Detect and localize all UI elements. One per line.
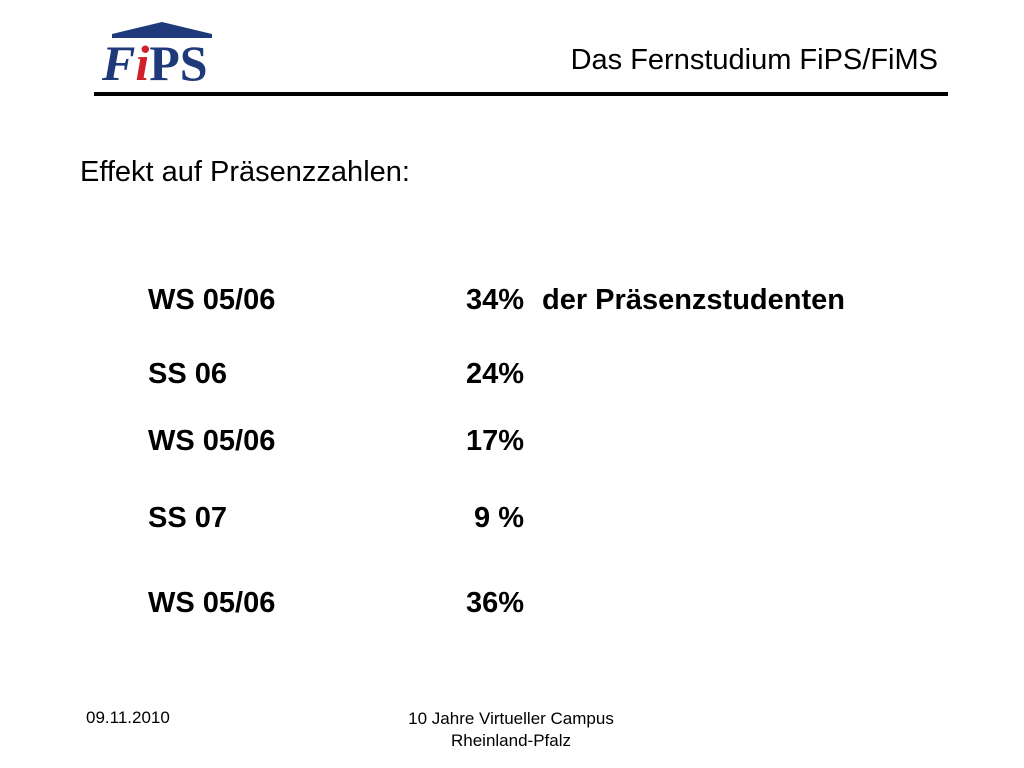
logo-roof-bar: [112, 34, 212, 38]
footer-event-line: 10 Jahre Virtueller Campus: [408, 709, 614, 728]
semester-label: WS 05/06: [148, 284, 276, 316]
logo-wordmark: FiPS: [102, 36, 208, 90]
semester-label: WS 05/06: [148, 587, 276, 619]
fips-logo: FiPS: [98, 22, 222, 90]
section-heading: Effekt auf Präsenzzahlen:: [80, 156, 410, 188]
percentage-value: 24%: [465, 358, 524, 390]
percentage-value: 36%: [465, 587, 524, 619]
percentage-value: 34%: [465, 284, 524, 316]
header-divider: [94, 92, 948, 96]
slide-title: Das Fernstudium FiPS/FiMS: [570, 44, 938, 76]
logo-roof-shape: [112, 22, 212, 34]
logo-letter-i: i: [135, 35, 150, 91]
footer-event-line: Rheinland-Pfalz: [450, 731, 571, 750]
percentage-value: 9 %: [474, 502, 524, 534]
semester-label: SS 07: [148, 502, 227, 534]
logo-letters-ps: PS: [149, 35, 208, 91]
semester-label: SS 06: [148, 358, 227, 390]
percentage-note: der Präsenzstudenten: [542, 284, 845, 316]
percentage-value: 17%: [465, 425, 524, 457]
logo-letter-f: F: [102, 35, 136, 91]
semester-label: WS 05/06: [148, 425, 276, 457]
footer-event: 10 Jahre Virtueller Campus Rheinland-Pfa…: [370, 708, 652, 752]
footer-date: 09.11.2010: [86, 708, 170, 727]
